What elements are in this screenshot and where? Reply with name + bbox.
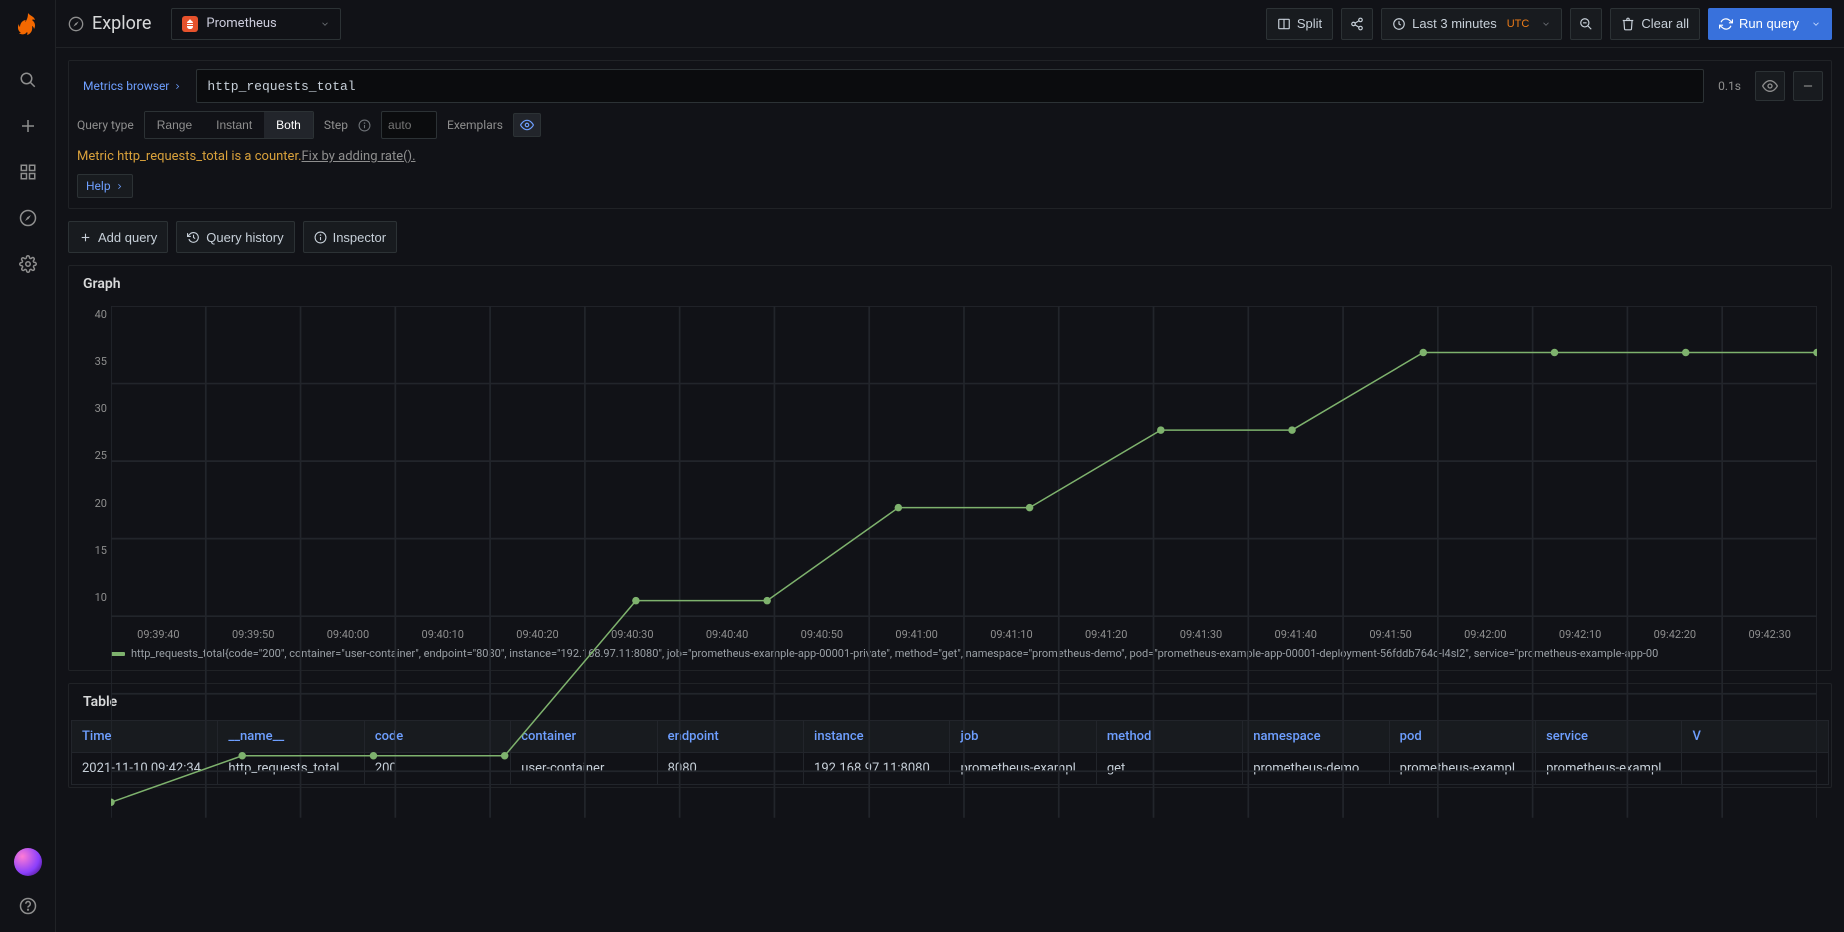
run-query-label: Run query: [1739, 16, 1799, 31]
toggle-query-visibility-button[interactable]: [1755, 71, 1785, 101]
eye-icon: [1762, 78, 1778, 94]
zoom-out-button[interactable]: [1570, 8, 1602, 40]
add-query-label: Add query: [98, 230, 157, 245]
y-tick: 25: [95, 449, 107, 462]
chevron-right-icon: [115, 182, 124, 191]
zoom-out-icon: [1579, 17, 1593, 31]
split-label: Split: [1297, 16, 1322, 31]
query-history-label: Query history: [206, 230, 283, 245]
exemplars-toggle[interactable]: [513, 113, 541, 137]
query-history-button[interactable]: Query history: [176, 221, 294, 253]
remove-query-button[interactable]: [1793, 71, 1823, 101]
dashboards-icon[interactable]: [8, 152, 48, 192]
history-icon: [187, 231, 200, 244]
clock-icon: [1392, 17, 1406, 31]
datasource-picker[interactable]: Prometheus: [171, 8, 341, 40]
metrics-browser-label: Metrics browser: [83, 79, 169, 93]
prometheus-icon: [182, 16, 198, 32]
mode-instant[interactable]: Instant: [204, 112, 264, 138]
query-timing: 0.1s: [1712, 79, 1747, 93]
datasource-name: Prometheus: [206, 16, 276, 31]
chevron-down-icon: [1541, 19, 1551, 29]
y-tick: 30: [95, 402, 107, 415]
step-label: Step: [324, 118, 348, 132]
query-hint: Metric http_requests_total is a counter.…: [77, 149, 1823, 164]
trash-icon: [1621, 17, 1635, 31]
plus-icon: [79, 231, 92, 244]
page-title: Explore: [68, 13, 151, 34]
share-button[interactable]: [1341, 8, 1373, 40]
exemplars-label: Exemplars: [447, 118, 503, 132]
inspector-button[interactable]: Inspector: [303, 221, 397, 253]
query-actions: Add query Query history Inspector: [68, 221, 1832, 253]
sidebar: [0, 0, 56, 932]
step-input[interactable]: [381, 111, 437, 139]
help-icon[interactable]: [8, 886, 48, 926]
query-editor: Metrics browser 0.1s Query type R: [68, 60, 1832, 209]
columns-icon: [1277, 17, 1291, 31]
utc-badge: UTC: [1507, 18, 1530, 30]
compass-icon: [68, 16, 84, 32]
inspector-label: Inspector: [333, 230, 386, 245]
info-icon[interactable]: [358, 119, 371, 132]
y-tick: 10: [95, 591, 107, 604]
chevron-down-icon: [320, 19, 330, 29]
metrics-browser-link[interactable]: Metrics browser: [77, 75, 188, 97]
add-query-button[interactable]: Add query: [68, 221, 168, 253]
y-tick: 20: [95, 497, 107, 510]
split-button[interactable]: Split: [1266, 8, 1333, 40]
graph-panel: Graph 40353025201510 09:39:4009:39:5009:…: [68, 265, 1832, 671]
share-icon: [1350, 17, 1364, 31]
hint-text: Metric http_requests_total is a counter.: [77, 149, 302, 164]
avatar[interactable]: [14, 848, 42, 876]
clear-all-label: Clear all: [1641, 16, 1689, 31]
y-tick: 40: [95, 308, 107, 321]
graph-title: Graph: [69, 266, 1831, 302]
query-type-segmented: Range Instant Both: [144, 111, 314, 139]
time-label: Last 3 minutes: [1412, 16, 1497, 31]
help-link[interactable]: Help: [77, 174, 133, 198]
chevron-right-icon: [173, 82, 182, 91]
refresh-icon: [1719, 17, 1733, 31]
search-icon[interactable]: [8, 60, 48, 100]
time-range-picker[interactable]: Last 3 minutes UTC: [1381, 8, 1562, 40]
mode-range[interactable]: Range: [145, 112, 204, 138]
plus-icon[interactable]: [8, 106, 48, 146]
hint-fix-link[interactable]: Fix by adding rate().: [302, 149, 416, 164]
clear-all-button[interactable]: Clear all: [1610, 8, 1700, 40]
promql-input[interactable]: [196, 69, 1704, 103]
topbar: Explore Prometheus Split: [56, 0, 1844, 48]
help-label: Help: [86, 179, 111, 193]
minus-icon: [1801, 79, 1815, 93]
grafana-logo[interactable]: [10, 8, 46, 44]
run-query-button[interactable]: Run query: [1708, 8, 1832, 40]
explore-nav-icon[interactable]: [8, 198, 48, 238]
chevron-down-icon: [1811, 19, 1821, 29]
chart-plot[interactable]: [111, 306, 1817, 626]
eye-icon: [520, 118, 534, 132]
y-tick: 15: [95, 544, 107, 557]
explore-label: Explore: [92, 13, 151, 34]
query-type-label: Query type: [77, 118, 134, 132]
y-tick: 35: [95, 355, 107, 368]
info-icon: [314, 231, 327, 244]
y-axis: 40 35 30 25 20 15 10: [83, 306, 111, 626]
settings-icon[interactable]: [8, 244, 48, 284]
mode-both[interactable]: Both: [264, 112, 313, 138]
